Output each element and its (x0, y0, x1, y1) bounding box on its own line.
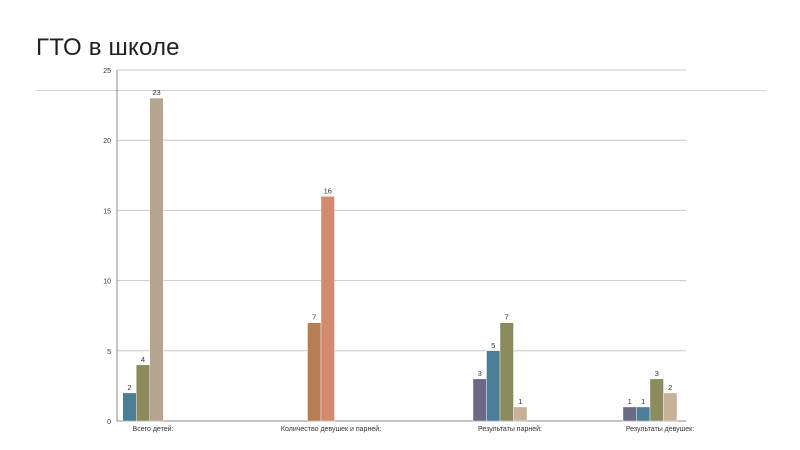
bar (663, 392, 678, 422)
x-category-label: Результаты девушек: (626, 426, 694, 433)
bar (122, 392, 137, 422)
data-label: 23 (152, 88, 160, 97)
x-category-label: Всего детей: (133, 425, 174, 433)
bar (320, 196, 335, 422)
data-label: 7 (505, 313, 509, 322)
y-tick-label: 5 (107, 349, 111, 356)
bar (622, 406, 637, 422)
x-category-label: Количество девушек и парней: (281, 425, 381, 433)
y-tick-label: 25 (103, 68, 111, 75)
bar (307, 322, 322, 422)
bar (149, 97, 164, 422)
y-tick-label: 20 (103, 138, 111, 145)
data-label: 1 (518, 397, 522, 406)
data-label: 2 (127, 383, 131, 392)
bar (499, 322, 514, 422)
y-tick-label: 15 (103, 208, 111, 215)
data-label: 2 (668, 383, 672, 392)
data-label: 5 (491, 341, 495, 350)
y-tick-label: 0 (107, 419, 111, 426)
bar (636, 406, 651, 422)
data-label: 7 (312, 313, 316, 322)
slide-title: ГТО в школе (36, 34, 180, 61)
data-label: 1 (628, 397, 632, 406)
title-divider (36, 90, 766, 91)
data-label: 3 (655, 369, 659, 378)
bar (513, 406, 528, 422)
bar (486, 350, 501, 422)
data-label: 1 (641, 397, 645, 406)
bar (472, 378, 487, 422)
data-label: 3 (478, 369, 482, 378)
data-label: 4 (141, 355, 145, 364)
bar (649, 378, 664, 422)
bar (136, 364, 150, 422)
data-label: 16 (324, 186, 332, 195)
y-tick-label: 10 (103, 279, 111, 286)
x-category-label: Результаты парней: (478, 425, 542, 433)
